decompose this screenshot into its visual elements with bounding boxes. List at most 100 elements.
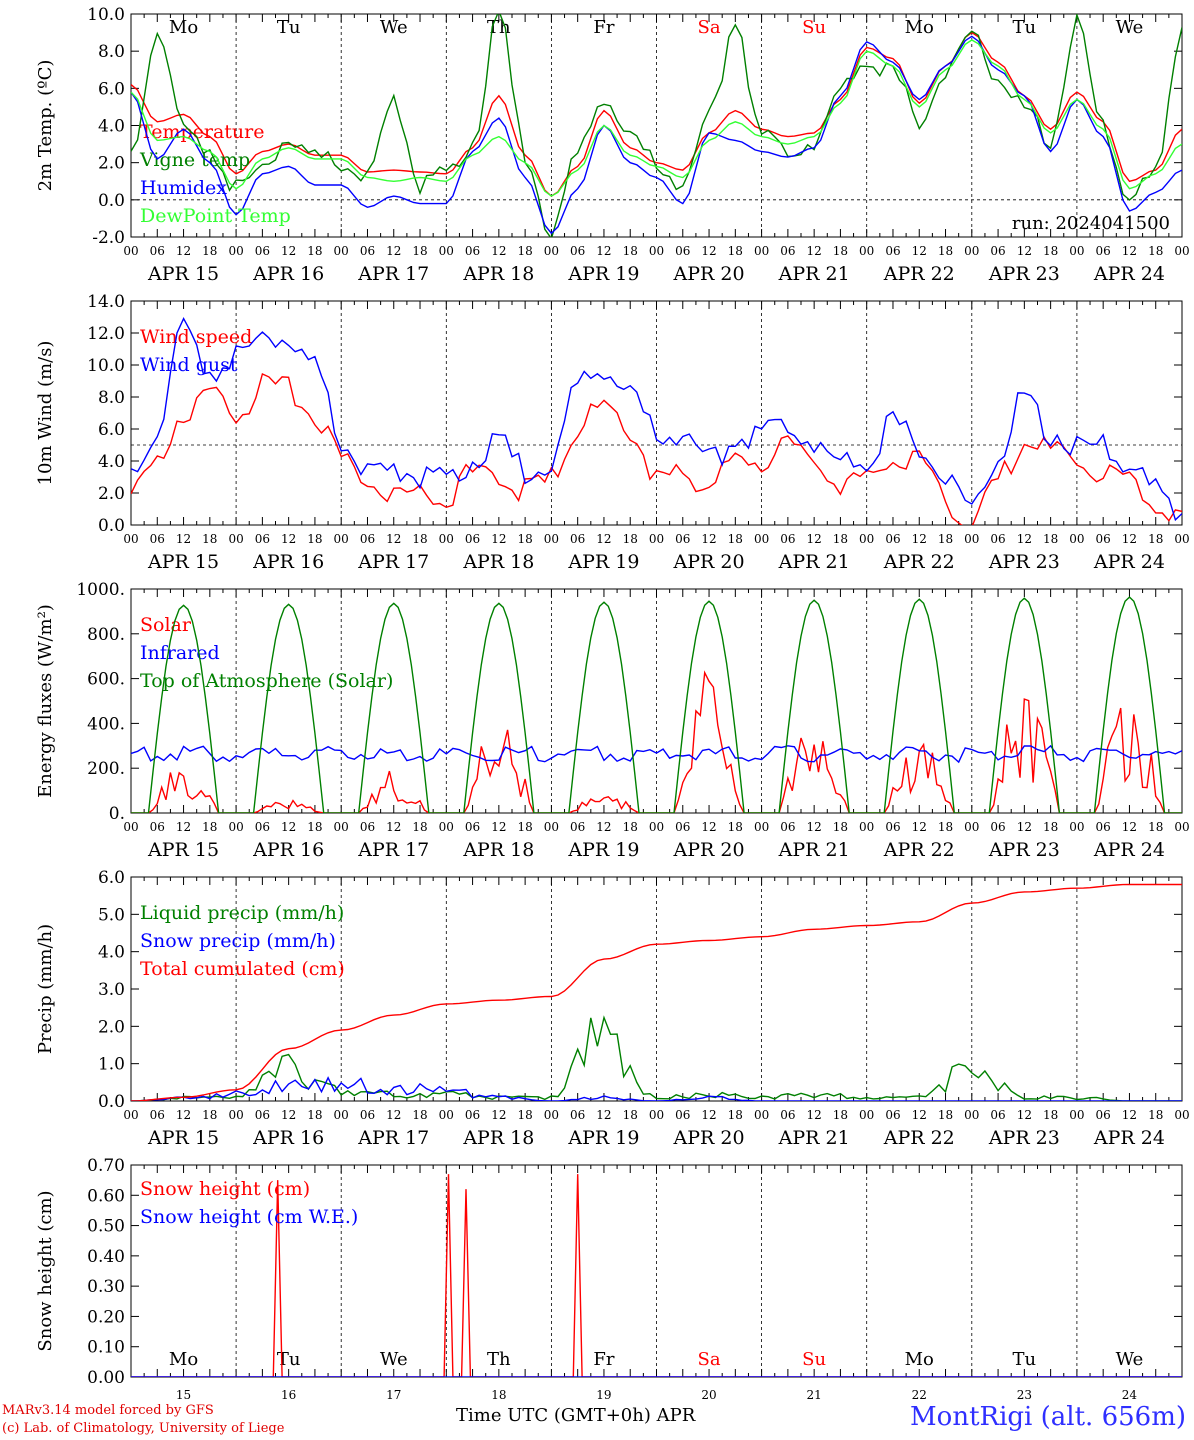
hour-tick-label: 18: [938, 1108, 953, 1122]
y-tick-label: 0.0: [98, 191, 125, 211]
hour-tick-label: 12: [491, 1108, 506, 1122]
hour-tick-label: 06: [150, 1108, 165, 1122]
date-label: APR 24: [1093, 263, 1165, 285]
series-line-infrared: [131, 744, 1182, 764]
hour-tick-label: 18: [833, 532, 848, 546]
legend-entry: Total cumulated (cm): [140, 958, 345, 980]
weekday-label: We: [1116, 17, 1144, 38]
hour-tick-label: 12: [1017, 244, 1032, 258]
date-label: APR 16: [252, 551, 324, 573]
hour-tick-label: 18: [202, 1108, 217, 1122]
hour-tick-label: 06: [360, 244, 375, 258]
hour-tick-label: 18: [412, 244, 427, 258]
hour-tick-label: 12: [1017, 1108, 1032, 1122]
hour-tick-label: 18: [412, 820, 427, 834]
hour-tick-label: 18: [1043, 532, 1058, 546]
hour-tick-label: 18: [517, 532, 532, 546]
hour-tick-label: 18: [412, 532, 427, 546]
y-tick-label: 0.70: [87, 1156, 125, 1176]
hour-tick-label: 06: [990, 532, 1005, 546]
series-line-humidex: [131, 35, 1182, 235]
hour-tick-label: 06: [360, 820, 375, 834]
day-number-label: 20: [701, 1388, 716, 1402]
weekday-label: We: [380, 1349, 408, 1370]
y-tick-label: -2.0: [92, 228, 125, 248]
date-label: APR 17: [357, 839, 429, 861]
day-number-label: 18: [491, 1388, 506, 1402]
hour-tick-label: 06: [675, 532, 690, 546]
hour-tick-label: 06: [150, 532, 165, 546]
hour-tick-label: 00: [1069, 820, 1084, 834]
y-tick-label: 0.10: [87, 1338, 125, 1358]
day-number-label: 19: [596, 1388, 611, 1402]
hour-tick-label: 18: [202, 532, 217, 546]
hour-tick-label: 18: [938, 532, 953, 546]
hour-tick-label: 18: [1148, 532, 1163, 546]
hour-tick-label: 18: [1148, 820, 1163, 834]
panel-energy: 0. 200. 400. 600. 800. 1000. Energy fluxes (W/…: [35, 580, 1190, 861]
hour-tick-label: 00: [334, 820, 349, 834]
hour-tick-label: 12: [596, 820, 611, 834]
legend-entry: Wind gust: [140, 354, 238, 376]
hour-tick-label: 00: [1069, 532, 1084, 546]
hour-tick-label: 06: [675, 820, 690, 834]
hour-tick-label: 12: [807, 244, 822, 258]
hour-tick-label: 12: [491, 532, 506, 546]
date-label: APR 16: [252, 1127, 324, 1149]
hour-tick-label: 06: [465, 532, 480, 546]
y-tick-label: 5.0: [98, 905, 125, 925]
date-label: APR 22: [883, 551, 955, 573]
hour-tick-label: 06: [570, 244, 585, 258]
legend-entry: Infrared: [140, 642, 220, 664]
weekday-label: Fr: [593, 1349, 614, 1370]
hour-tick-label: 00: [123, 1108, 138, 1122]
hour-tick-label: 18: [1043, 244, 1058, 258]
hour-tick-label: 06: [780, 820, 795, 834]
hour-tick-label: 00: [859, 820, 874, 834]
hour-tick-label: 18: [833, 1108, 848, 1122]
hour-tick-label: 12: [281, 1108, 296, 1122]
date-label: APR 18: [462, 1127, 534, 1149]
y-tick-label: 1.0: [98, 1055, 125, 1075]
hour-tick-label: 00: [649, 1108, 664, 1122]
date-label: APR 21: [778, 1127, 850, 1149]
hour-tick-label: 06: [570, 532, 585, 546]
panel-temp: -2.0 0.0 2.0 4.0 6.0 8.0 10.0 2m Temp. (ºC) 00 06…: [35, 5, 1190, 285]
hour-tick-label: 06: [885, 820, 900, 834]
y-tick-label: 4.0: [98, 117, 125, 137]
hour-tick-label: 18: [307, 244, 322, 258]
hour-tick-label: 18: [623, 532, 638, 546]
legend-entry: Snow height (cm W.E.): [140, 1206, 358, 1228]
hour-tick-label: 06: [255, 244, 270, 258]
y-tick-label: 0.30: [87, 1277, 125, 1297]
hour-tick-label: 18: [938, 244, 953, 258]
hour-tick-label: 06: [570, 820, 585, 834]
weekday-label: Mo: [169, 17, 198, 38]
y-tick-label: 2.0: [98, 484, 125, 504]
hour-tick-label: 06: [675, 1108, 690, 1122]
date-label: APR 17: [357, 551, 429, 573]
series-line-snow-height-cm-: [131, 1174, 1182, 1377]
y-tick-label: 0.60: [87, 1186, 125, 1206]
hour-tick-label: 00: [754, 532, 769, 546]
date-label: APR 24: [1093, 839, 1165, 861]
hour-tick-label: 12: [176, 532, 191, 546]
hour-tick-label: 06: [990, 244, 1005, 258]
hour-tick-label: 00: [859, 1108, 874, 1122]
hour-tick-label: 12: [807, 532, 822, 546]
hour-tick-label: 18: [202, 244, 217, 258]
y-tick-label: 0.00: [87, 1368, 125, 1388]
hour-tick-label: 00: [439, 244, 454, 258]
panel-precip: 0.0 1.0 2.0 3.0 4.0 5.0 6.0 Precip (mm/h) 00 06 12…: [35, 868, 1190, 1149]
y-tick-label: 6.0: [98, 79, 125, 99]
day-number-label: 17: [386, 1388, 401, 1402]
y-tick-label: 4.0: [98, 452, 125, 472]
hour-tick-label: 06: [360, 1108, 375, 1122]
hour-tick-label: 00: [859, 532, 874, 546]
hour-tick-label: 06: [990, 1108, 1005, 1122]
hour-tick-label: 12: [386, 820, 401, 834]
series-line-liquid-precip-mm-h-: [131, 1015, 1182, 1101]
legend-entry: Snow precip (mm/h): [140, 930, 336, 952]
hour-tick-label: 06: [360, 532, 375, 546]
